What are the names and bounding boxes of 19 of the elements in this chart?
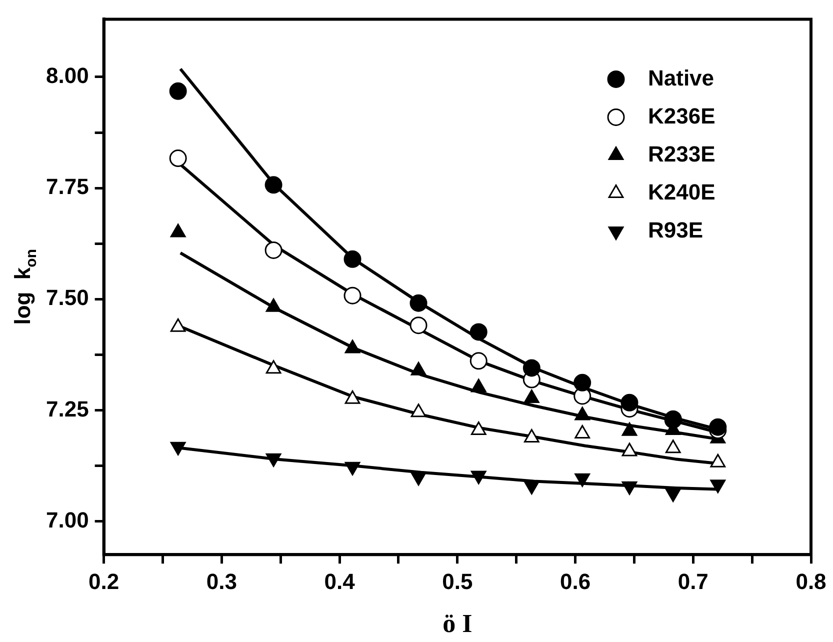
x-tick-label: 0.7	[678, 568, 708, 594]
y-tick-label: 7.75	[46, 174, 89, 200]
y-axis-title: log kon	[10, 249, 40, 325]
x-tick-label: 0.6	[560, 568, 591, 594]
legend-label: R233E	[648, 141, 716, 166]
legend-label: Native	[648, 65, 714, 90]
y-tick-label: 8.00	[46, 63, 89, 88]
legend-label: K240E	[648, 179, 716, 204]
legend-label: K236E	[648, 103, 716, 128]
x-tick-label: 0.4	[324, 568, 356, 594]
legend-label: R93E	[648, 217, 704, 242]
x-tick-label: 0.8	[796, 568, 826, 594]
x-tick-label: 0.5	[442, 568, 473, 594]
y-tick-label: 7.50	[46, 285, 89, 310]
x-tick-label: 0.3	[206, 568, 237, 594]
y-tick-label: 7.00	[46, 507, 89, 532]
y-tick-label: 7.25	[46, 396, 89, 422]
x-tick-label: 0.2	[88, 568, 120, 594]
x-axis-title: ö I	[442, 609, 472, 638]
